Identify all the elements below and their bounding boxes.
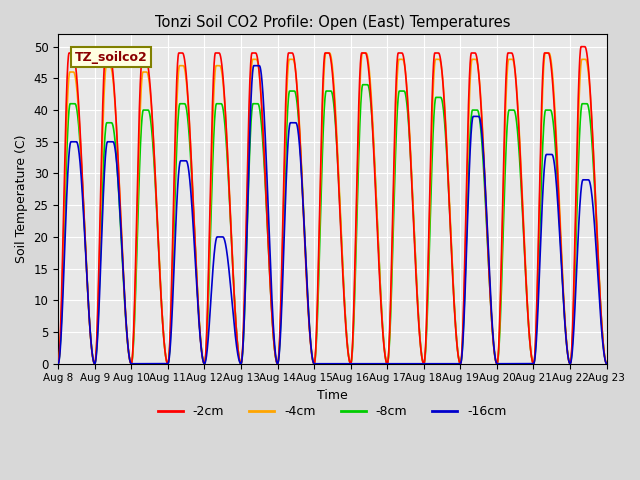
Y-axis label: Soil Temperature (C): Soil Temperature (C): [15, 134, 28, 263]
Legend: -2cm, -4cm, -8cm, -16cm: -2cm, -4cm, -8cm, -16cm: [153, 400, 512, 423]
Text: TZ_soilco2: TZ_soilco2: [75, 50, 147, 63]
Title: Tonzi Soil CO2 Profile: Open (East) Temperatures: Tonzi Soil CO2 Profile: Open (East) Temp…: [155, 15, 510, 30]
X-axis label: Time: Time: [317, 389, 348, 402]
